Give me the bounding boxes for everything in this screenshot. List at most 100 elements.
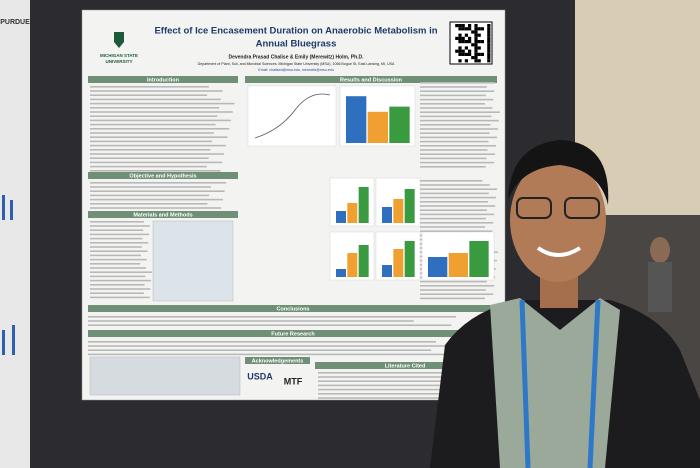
qr-cell	[461, 52, 465, 56]
qr-cell	[487, 43, 491, 47]
bystander	[650, 237, 670, 263]
department: Department of Plant, Soil, and Microbial…	[198, 62, 395, 66]
text-line	[420, 157, 487, 160]
section-header-bar	[88, 76, 238, 83]
qr-cell	[487, 36, 491, 40]
glasses	[564, 197, 600, 219]
text-line	[88, 349, 432, 351]
authors: Devendra Prasad Chalise & Emily (Merewit…	[228, 54, 364, 60]
text-line	[90, 144, 226, 147]
text-line	[318, 384, 480, 387]
qr-cell	[468, 27, 472, 31]
figure-bar	[336, 269, 346, 277]
section-header: Acknowledgements	[252, 358, 304, 364]
text-line	[90, 165, 207, 168]
qr-cell	[480, 40, 484, 44]
text-line	[318, 380, 463, 382]
bystander	[648, 262, 672, 312]
qr-cell	[474, 49, 478, 53]
text-line	[420, 280, 487, 283]
qr-cell	[468, 24, 472, 28]
qr-cell	[487, 49, 491, 53]
qr-cell	[461, 49, 465, 53]
section-header-bar	[245, 76, 497, 83]
qr-cell	[474, 40, 478, 44]
section-header: Literature Cited	[385, 363, 426, 369]
section-header-bar	[88, 330, 498, 337]
text-line	[88, 324, 452, 326]
side-bar	[2, 330, 5, 355]
title-line: Annual Bluegrass	[256, 39, 337, 50]
glasses	[516, 197, 552, 219]
text-line	[318, 376, 482, 378]
text-line	[90, 123, 216, 126]
text-line	[420, 205, 496, 207]
figure-bar	[358, 187, 369, 223]
text-line	[90, 203, 208, 205]
text-line	[420, 103, 485, 105]
qr-cell	[461, 40, 465, 44]
text-line	[90, 107, 220, 109]
section-header-bar	[88, 211, 238, 218]
text-line	[420, 196, 497, 199]
figure-bar	[404, 189, 415, 223]
qr-cell	[487, 24, 491, 28]
logo-line: UNIVERSITY	[105, 59, 132, 64]
section-header: Future Research	[271, 331, 315, 337]
text-line	[420, 201, 488, 203]
qr-cell	[474, 36, 478, 40]
text-line	[90, 267, 147, 269]
qr-cell	[477, 33, 481, 37]
qr-cell	[468, 49, 472, 53]
text-line	[90, 140, 213, 143]
text-line	[90, 157, 209, 159]
text-line	[90, 271, 152, 273]
hair	[508, 140, 609, 205]
qr-cell	[458, 46, 462, 50]
qr-cell	[471, 43, 475, 47]
text-line	[318, 372, 465, 374]
text-line	[90, 288, 151, 290]
poster-body: Introduction Results and Discussion Object…	[88, 76, 500, 399]
text-line	[420, 82, 496, 84]
text-line	[420, 180, 483, 182]
qr-cell	[455, 36, 459, 40]
text-line	[420, 94, 486, 97]
text-line	[420, 222, 494, 224]
text-line	[90, 221, 144, 223]
qr-cell	[455, 24, 459, 28]
text-line	[90, 182, 227, 184]
qr-cell	[487, 33, 491, 37]
qr-cell	[464, 40, 468, 44]
qr-cell	[464, 59, 468, 63]
text-line	[420, 98, 494, 101]
qr-cell	[458, 24, 462, 28]
qr-cell	[480, 52, 484, 56]
text-line	[318, 388, 461, 391]
qr-cell	[477, 52, 481, 56]
text-line	[420, 285, 495, 287]
qr-cell	[487, 40, 491, 44]
title-line: Effect of Ice Encasement Duration on Ana…	[154, 26, 437, 37]
methods-photos	[89, 356, 241, 396]
text-line	[420, 188, 498, 190]
side-bar	[2, 195, 5, 220]
text-line	[90, 190, 225, 192]
text-line	[90, 246, 142, 248]
figure-bar	[404, 241, 415, 277]
qr-cell	[458, 52, 462, 56]
text-line	[420, 111, 500, 113]
qr-cell	[461, 24, 465, 28]
figure-bar	[428, 257, 448, 277]
text-line	[90, 194, 210, 197]
text-line	[420, 132, 490, 134]
qr-cell	[468, 36, 472, 40]
text-line	[90, 258, 147, 261]
text-line	[90, 170, 221, 172]
sponsor: USDA	[247, 371, 273, 381]
figure-panel	[247, 85, 337, 147]
text-line	[420, 107, 493, 109]
figure-bar	[346, 96, 367, 143]
figure-bar	[469, 241, 489, 277]
section-header-bar	[88, 172, 238, 179]
